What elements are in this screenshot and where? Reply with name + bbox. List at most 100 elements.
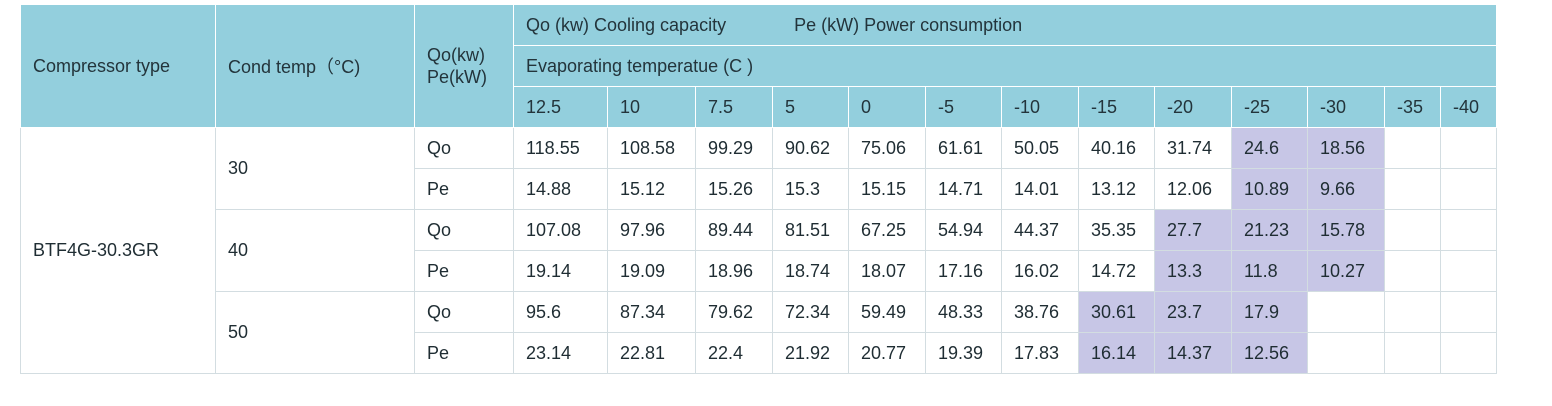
evap-temp-header-cell: 7.5 [695, 86, 773, 128]
qo-value-cell: 72.34 [772, 291, 849, 333]
legend-header: Qo (kw) Cooling capacity Pe (kW) Power co… [512, 4, 1498, 46]
table-row: Pe 14.88 15.12 15.26 15.3 15.15 14.71 14.01 13.1… [21, 168, 1498, 210]
evap-temp-header-cell: -35 [1384, 86, 1441, 128]
pe-value-cell: 16.14 [1078, 332, 1155, 374]
pe-value-cell: 19.09 [607, 250, 696, 292]
pe-row-label: Pe [414, 168, 514, 210]
evap-temp-header-cell: -25 [1231, 86, 1308, 128]
table-row: Pe 19.14 19.09 18.96 18.74 18.07 17.16 16.02 14.… [21, 250, 1498, 292]
qo-value-cell: 21.23 [1231, 209, 1308, 251]
evap-temp-header-cell: 10 [607, 86, 696, 128]
pe-value-cell [1384, 250, 1441, 292]
table-body: BTF4G-30.3GR 30 Qo 118.55 108.58 99.29 90.62 75… [20, 127, 1498, 374]
compressor-type-header: Compressor type [20, 4, 216, 128]
pe-value-cell: 23.14 [513, 332, 608, 374]
qo-value-cell [1439, 291, 1498, 333]
qo-value-cell [1307, 291, 1385, 333]
qo-value-cell: 75.06 [848, 127, 926, 169]
pe-value-cell: 14.72 [1078, 250, 1155, 292]
pe-value-cell: 14.88 [513, 168, 608, 210]
evap-temp-header-cell: -5 [925, 86, 1002, 128]
qo-value-cell: 108.58 [607, 127, 696, 169]
qo-value-cell: 18.56 [1307, 127, 1385, 169]
qo-value-cell: 24.6 [1231, 127, 1308, 169]
evap-temp-header-cell: -20 [1154, 86, 1232, 128]
pe-value-cell: 13.3 [1154, 250, 1232, 292]
qo-value-cell: 27.7 [1154, 209, 1232, 251]
qo-value-cell: 61.61 [925, 127, 1002, 169]
qo-value-cell: 38.76 [1001, 291, 1079, 333]
qo-value-cell [1439, 127, 1498, 169]
units-header: Qo(kw) Pe(kW) [414, 4, 514, 128]
qo-value-cell: 15.78 [1307, 209, 1385, 251]
qo-value-cell [1384, 209, 1441, 251]
pe-value-cell [1439, 332, 1498, 374]
pe-value-cell: 15.15 [848, 168, 926, 210]
qo-value-cell: 31.74 [1154, 127, 1232, 169]
units-qo-label: Qo(kw) [427, 45, 485, 65]
pe-value-cell: 11.8 [1231, 250, 1308, 292]
qo-row-label: Qo [414, 127, 514, 169]
pe-value-cell: 18.74 [772, 250, 849, 292]
cond-temp-cell: 50 [215, 291, 415, 374]
pe-value-cell: 17.16 [925, 250, 1002, 292]
pe-value-cell: 12.56 [1231, 332, 1308, 374]
header-row-evap-temps: 12.5 10 7.5 5 0 -5 -10 -15 -20 -25 -30 -35 -40 [21, 86, 1498, 128]
cond-temp-header: Cond temp（°C) [215, 4, 415, 128]
pe-value-cell: 15.26 [695, 168, 773, 210]
units-pe-label: Pe(kW) [427, 67, 487, 87]
pe-row-label: Pe [414, 250, 514, 292]
pe-value-cell: 18.96 [695, 250, 773, 292]
qo-row-label: Qo [414, 209, 514, 251]
pe-value-cell [1307, 332, 1385, 374]
pe-value-cell: 16.02 [1001, 250, 1079, 292]
pe-value-cell: 10.89 [1231, 168, 1308, 210]
qo-value-cell: 79.62 [695, 291, 773, 333]
pe-value-cell [1439, 250, 1498, 292]
qo-value-cell [1439, 209, 1498, 251]
evap-temp-header-cell: -40 [1439, 86, 1498, 128]
pe-row-label: Pe [414, 332, 514, 374]
qo-value-cell: 23.7 [1154, 291, 1232, 333]
table-row: 50 Qo 95.6 87.34 79.62 72.34 59.49 48.33 38.76 30… [21, 291, 1498, 374]
qo-value-cell: 48.33 [925, 291, 1002, 333]
qo-value-cell: 118.55 [513, 127, 608, 169]
qo-value-cell: 97.96 [607, 209, 696, 251]
pe-value-cell: 21.92 [772, 332, 849, 374]
legend-pe: Pe (kW) Power consumption [794, 14, 1023, 35]
pe-value-cell: 19.14 [513, 250, 608, 292]
pe-value-cell: 9.66 [1307, 168, 1385, 210]
qo-value-cell: 95.6 [513, 291, 608, 333]
table-row: BTF4G-30.3GR 30 Qo 118.55 108.58 99.29 90.62 75… [20, 127, 1498, 374]
qo-value-cell: 40.16 [1078, 127, 1155, 169]
pe-value-cell: 10.27 [1307, 250, 1385, 292]
qo-value-cell: 89.44 [695, 209, 773, 251]
pe-value-cell: 15.12 [607, 168, 696, 210]
qo-value-cell: 54.94 [925, 209, 1002, 251]
qo-value-cell: 87.34 [607, 291, 696, 333]
qo-value-cell: 17.9 [1231, 291, 1308, 333]
evap-temp-header-cell: 0 [848, 86, 926, 128]
header-row-evap-title: Evaporating temperatue (C ) [21, 45, 1498, 87]
qo-value-cell: 67.25 [848, 209, 926, 251]
pe-value-cell: 18.07 [848, 250, 926, 292]
qo-value-cell: 59.49 [848, 291, 926, 333]
qo-value-cell: 99.29 [695, 127, 773, 169]
performance-table: Compressor type Cond temp（°C) Qo(kw) Pe(… [20, 4, 1498, 374]
evap-temp-header-cell: -10 [1001, 86, 1079, 128]
table-row: Pe 23.14 22.81 22.4 21.92 20.77 19.39 17.83 16.1… [21, 332, 1498, 374]
evap-temp-header-cell: 5 [772, 86, 849, 128]
evap-temp-header-cell: 12.5 [513, 86, 608, 128]
pe-value-cell: 17.83 [1001, 332, 1079, 374]
pe-value-cell: 13.12 [1078, 168, 1155, 210]
qo-value-cell: 107.08 [513, 209, 608, 251]
pe-value-cell: 15.3 [772, 168, 849, 210]
pe-value-cell: 14.37 [1154, 332, 1232, 374]
table-row: 40 Qo 107.08 97.96 89.44 81.51 67.25 54.94 44.37… [21, 209, 1498, 292]
pe-value-cell [1384, 332, 1441, 374]
qo-value-cell: 44.37 [1001, 209, 1079, 251]
pe-value-cell: 19.39 [925, 332, 1002, 374]
qo-value-cell [1384, 291, 1441, 333]
pe-value-cell: 22.81 [607, 332, 696, 374]
pe-value-cell [1439, 168, 1498, 210]
